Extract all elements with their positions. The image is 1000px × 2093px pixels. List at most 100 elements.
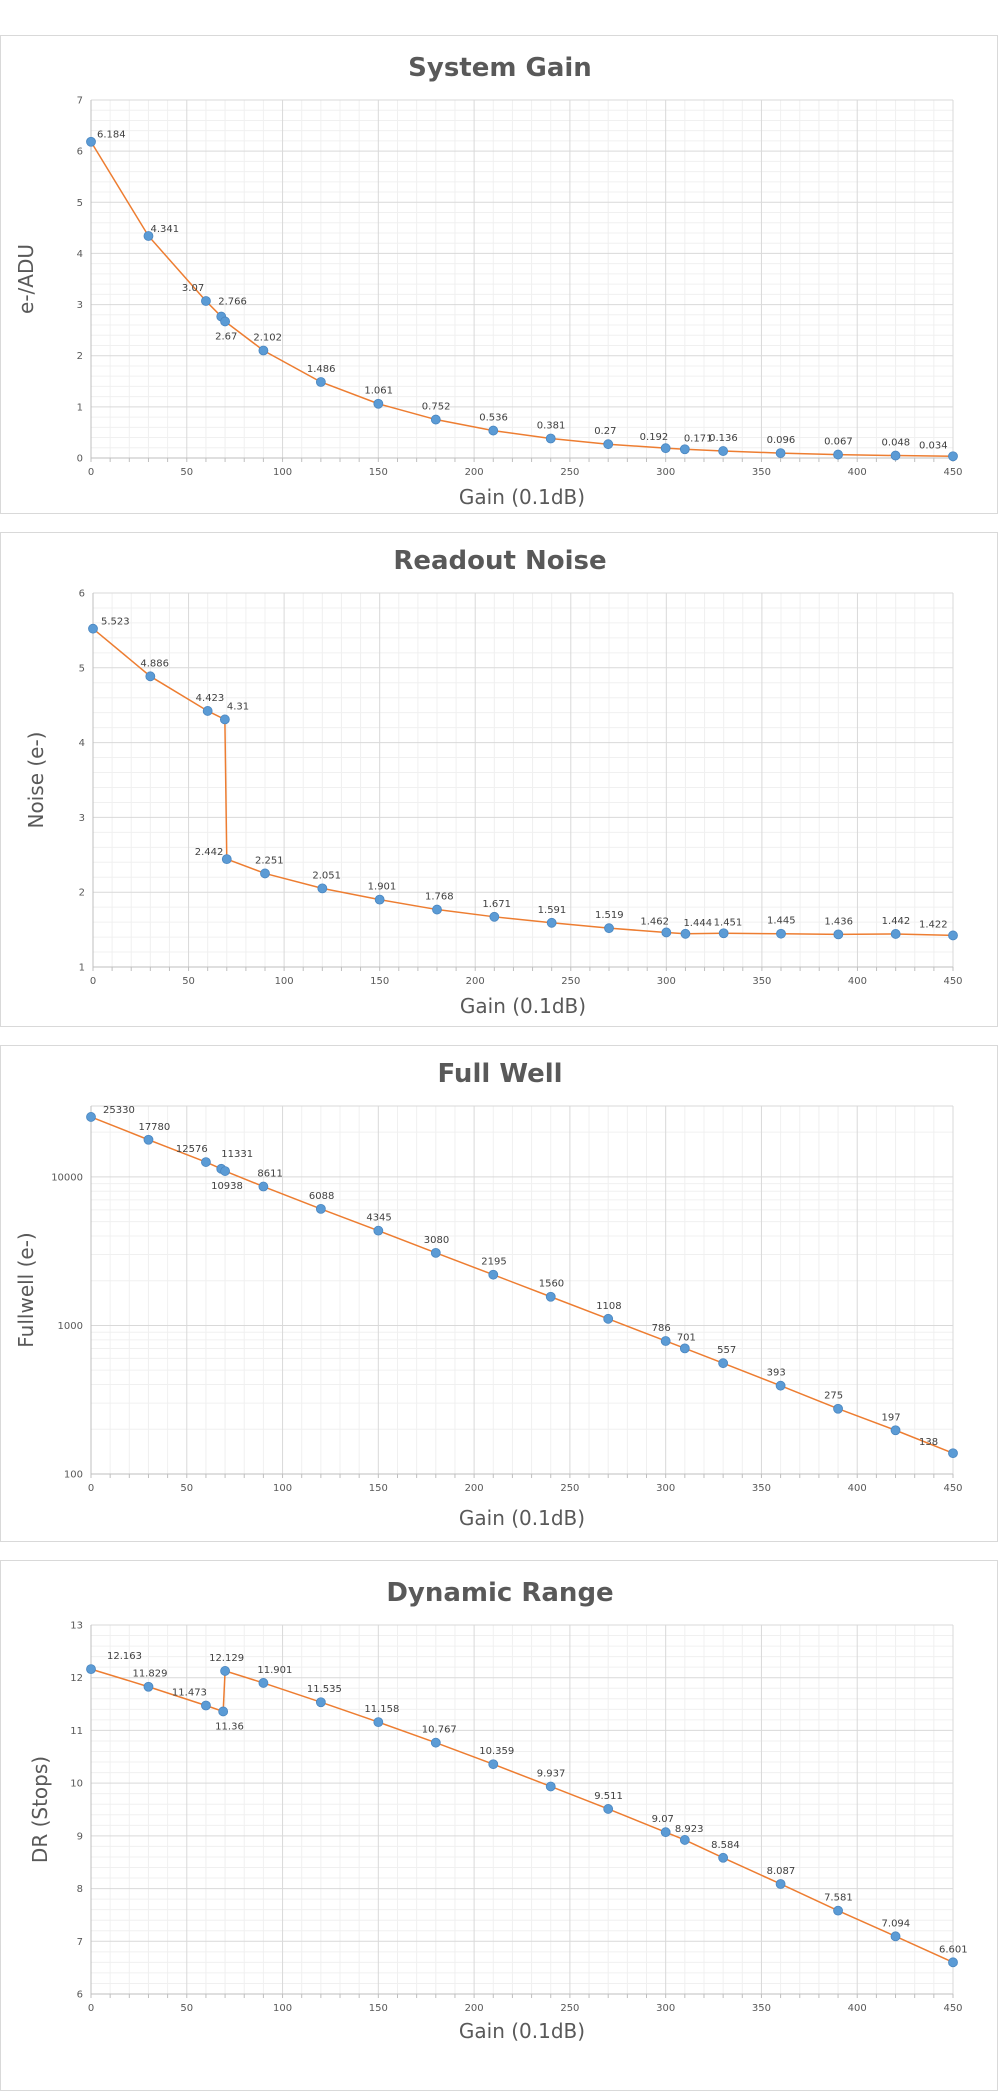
data-label: 1.768 xyxy=(425,892,454,903)
data-point[interactable] xyxy=(488,1269,499,1280)
x-tick-label: 200 xyxy=(466,976,485,987)
data-point[interactable] xyxy=(660,443,671,454)
data-label: 25330 xyxy=(103,1105,135,1116)
data-point[interactable] xyxy=(86,1112,96,1122)
data-point[interactable] xyxy=(776,928,786,939)
data-point[interactable] xyxy=(373,398,384,409)
data-point[interactable] xyxy=(373,1225,384,1236)
data-point[interactable] xyxy=(220,316,230,327)
data-point[interactable] xyxy=(948,451,958,462)
data-point[interactable] xyxy=(948,1957,958,1968)
data-point[interactable] xyxy=(220,1166,230,1176)
data-label: 1108 xyxy=(596,1301,621,1312)
data-point[interactable] xyxy=(890,929,901,939)
data-point[interactable] xyxy=(202,706,213,716)
data-point[interactable] xyxy=(890,450,901,461)
data-point[interactable] xyxy=(430,1247,441,1258)
data-label: 138 xyxy=(919,1437,938,1448)
y-tick-label: 7 xyxy=(77,1937,83,1948)
data-point[interactable] xyxy=(220,1666,230,1676)
data-point[interactable] xyxy=(679,444,690,455)
data-label: 8611 xyxy=(257,1169,282,1180)
chart-title: Readout Noise xyxy=(393,546,606,576)
y-tick-label: 10000 xyxy=(51,1172,83,1183)
data-point[interactable] xyxy=(315,377,326,387)
data-point[interactable] xyxy=(489,911,500,922)
data-point[interactable] xyxy=(430,414,441,425)
data-point[interactable] xyxy=(317,883,328,894)
data-point[interactable] xyxy=(488,425,499,436)
data-point[interactable] xyxy=(660,1827,671,1838)
x-tick-label: 50 xyxy=(180,467,193,478)
data-label: 1.451 xyxy=(714,917,743,928)
data-point[interactable] xyxy=(258,1678,269,1688)
data-point[interactable] xyxy=(315,1203,326,1214)
data-point[interactable] xyxy=(545,1291,556,1302)
data-point[interactable] xyxy=(718,446,729,456)
data-point[interactable] xyxy=(88,623,98,634)
data-point[interactable] xyxy=(833,1403,843,1414)
data-point[interactable] xyxy=(948,930,958,941)
data-point[interactable] xyxy=(258,345,269,356)
data-point[interactable] xyxy=(201,1700,211,1711)
data-point[interactable] xyxy=(890,1931,901,1942)
data-point[interactable] xyxy=(201,296,211,306)
data-point[interactable] xyxy=(604,923,614,934)
x-tick-label: 0 xyxy=(88,1483,94,1494)
data-point[interactable] xyxy=(775,448,786,458)
x-tick-label: 50 xyxy=(180,2003,193,2014)
data-point[interactable] xyxy=(488,1759,499,1770)
data-label: 3080 xyxy=(424,1235,449,1246)
data-point[interactable] xyxy=(775,1879,786,1889)
data-point[interactable] xyxy=(718,1852,729,1863)
data-point[interactable] xyxy=(258,1181,269,1192)
data-label: 1.671 xyxy=(482,899,511,910)
data-point[interactable] xyxy=(545,1781,556,1792)
data-label: 0.27 xyxy=(594,426,616,437)
data-point[interactable] xyxy=(546,917,557,928)
data-point[interactable] xyxy=(948,1448,958,1459)
data-point[interactable] xyxy=(545,433,556,444)
chart-title: Full Well xyxy=(437,1059,562,1089)
data-point[interactable] xyxy=(661,927,672,938)
data-label: 7.581 xyxy=(824,1893,853,1904)
data-point[interactable] xyxy=(679,1343,690,1354)
data-point[interactable] xyxy=(86,136,96,147)
data-point[interactable] xyxy=(221,854,232,865)
data-point[interactable] xyxy=(833,929,844,940)
data-point[interactable] xyxy=(603,1804,614,1814)
data-point[interactable] xyxy=(201,1157,211,1167)
data-point[interactable] xyxy=(718,1358,729,1369)
x-tick-label: 400 xyxy=(848,976,867,987)
data-point[interactable] xyxy=(145,671,156,682)
data-point[interactable] xyxy=(219,714,230,725)
data-point[interactable] xyxy=(143,1134,154,1145)
x-tick-label: 100 xyxy=(273,467,292,478)
data-point[interactable] xyxy=(430,1737,441,1748)
data-point[interactable] xyxy=(603,1313,614,1324)
data-point[interactable] xyxy=(680,928,691,939)
y-tick-label: 11 xyxy=(70,1726,83,1737)
data-label: 0.192 xyxy=(640,432,669,443)
data-point[interactable] xyxy=(143,231,154,241)
data-point[interactable] xyxy=(315,1697,326,1708)
data-point[interactable] xyxy=(86,1664,96,1675)
data-point[interactable] xyxy=(679,1835,690,1845)
data-label: 6.184 xyxy=(97,130,126,141)
data-point[interactable] xyxy=(775,1380,786,1391)
data-point[interactable] xyxy=(603,439,614,450)
data-point[interactable] xyxy=(833,1905,843,1916)
data-point[interactable] xyxy=(890,1425,901,1436)
y-tick-label: 6 xyxy=(77,1990,83,2001)
data-point[interactable] xyxy=(432,904,442,915)
data-point[interactable] xyxy=(373,1717,384,1727)
x-tick-label: 350 xyxy=(752,2003,771,2014)
data-point[interactable] xyxy=(660,1336,671,1346)
data-point[interactable] xyxy=(260,868,270,879)
data-point[interactable] xyxy=(374,894,385,905)
data-point[interactable] xyxy=(218,1706,229,1717)
chart-title: Dynamic Range xyxy=(386,1578,613,1608)
data-point[interactable] xyxy=(143,1681,154,1692)
data-point[interactable] xyxy=(718,928,729,939)
data-point[interactable] xyxy=(833,449,843,460)
